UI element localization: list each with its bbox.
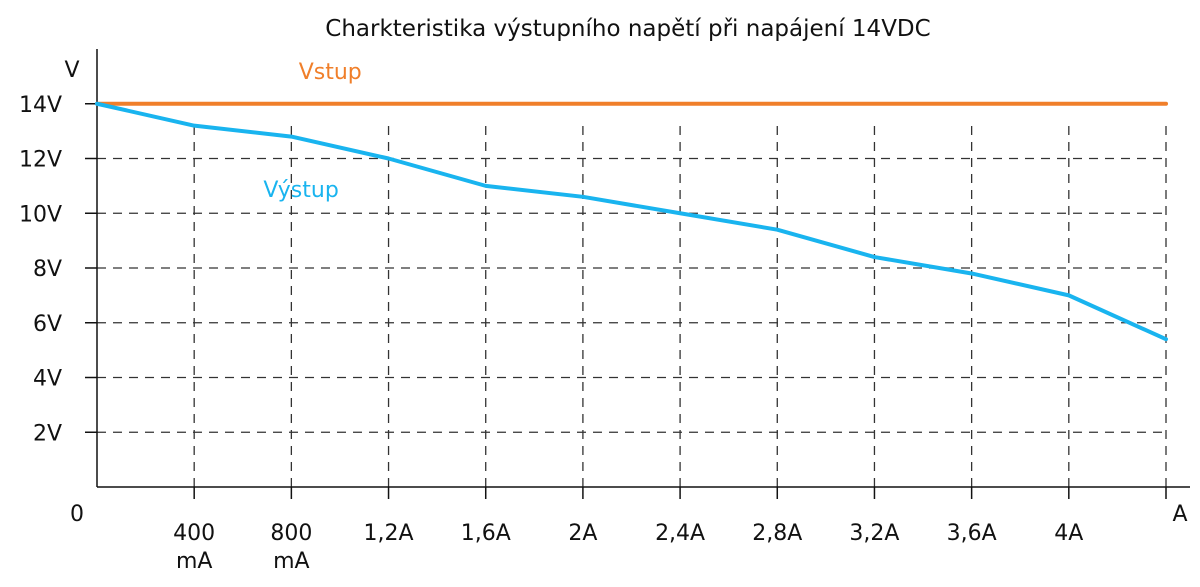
x-tick-label: 800 — [270, 521, 312, 546]
origin-label: 0 — [70, 502, 84, 527]
y-tick-label: 6V — [33, 312, 62, 337]
x-tick-label: 1,2A — [364, 521, 414, 546]
x-tick-label: mA — [273, 549, 309, 574]
x-tick-label: 400 — [173, 521, 215, 546]
x-tick-label: 1,6A — [461, 521, 511, 546]
x-tick-label: 2A — [568, 521, 597, 546]
series-labels: Vstup Výstup — [263, 60, 361, 203]
series-label-vstup: Vstup — [299, 60, 362, 85]
y-tick-label: 8V — [33, 257, 62, 282]
y-axis-label: V — [64, 58, 79, 83]
x-tick-label: mA — [176, 549, 212, 574]
y-tick-label: 14V — [19, 93, 62, 118]
x-tick-labels: 400 mA 800 mA 1,2A 1,6A 2A 2,4A 2,8A 3,2A 3,6A 4A — [173, 521, 1083, 574]
grid-lines — [85, 103, 1167, 499]
x-axis-label: A — [1172, 502, 1187, 527]
axes — [96, 49, 1190, 488]
x-tick-label: 2,4A — [655, 521, 705, 546]
y-tick-label: 10V — [19, 202, 62, 227]
series-label-vystup: Výstup — [263, 178, 338, 203]
x-tick-label: 3,6A — [947, 521, 997, 546]
y-tick-labels: 2V 4V 6V 8V 10V 12V 14V — [19, 93, 62, 447]
x-tick-label: 3,2A — [849, 521, 899, 546]
series-line-vystup — [95, 101, 1168, 342]
x-tick-label: 4A — [1054, 521, 1083, 546]
chart-title: Charkteristika výstupního napětí při nap… — [325, 16, 930, 42]
y-tick-label: 12V — [19, 148, 62, 173]
series-lines — [95, 101, 1168, 342]
y-tick-label: 4V — [33, 367, 62, 392]
x-tick-label: 2,8A — [752, 521, 802, 546]
y-tick-label: 2V — [33, 421, 62, 446]
